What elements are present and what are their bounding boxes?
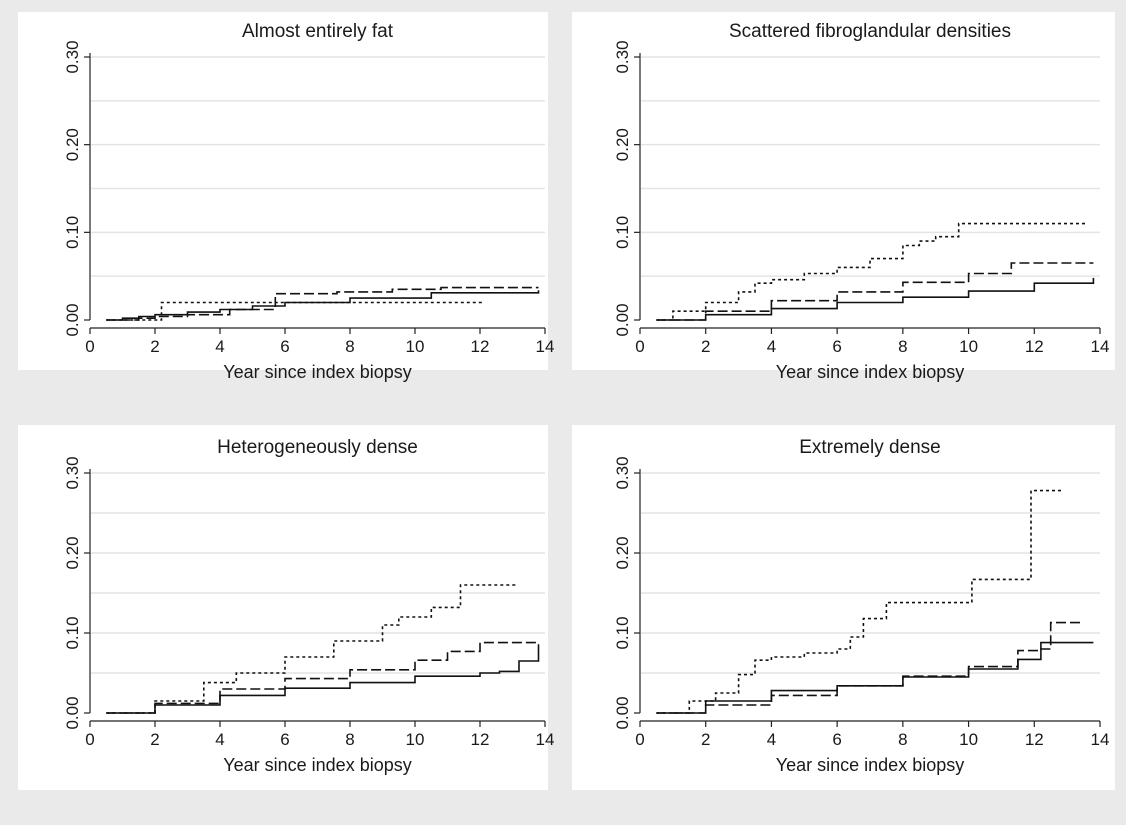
x-tick-label: 0 xyxy=(635,337,644,356)
chart-panel-2: 0.00 0.10 0.20 0.30 0 2 4 6 8 10 12 14 Scattered fib… xyxy=(572,12,1115,382)
series-line-dotted xyxy=(656,222,1087,321)
x-tick-label: 2 xyxy=(701,730,710,749)
x-tick-label: 14 xyxy=(536,337,555,356)
x-tick-label: 14 xyxy=(536,730,555,749)
y-tick-label: 0.10 xyxy=(63,616,82,649)
y-tick-label: 0.20 xyxy=(63,128,82,161)
series-line-solid xyxy=(656,277,1095,321)
x-tick-label: 4 xyxy=(767,730,776,749)
y-tick-label: 0.30 xyxy=(63,456,82,489)
y-tick-label: 0.10 xyxy=(613,216,632,249)
y-tick-label: 0.10 xyxy=(613,616,632,649)
panel-background xyxy=(572,425,1115,790)
series-line-dotted xyxy=(106,301,484,321)
x-tick-label: 6 xyxy=(280,337,289,356)
series-line-dotted xyxy=(656,489,1064,714)
x-tick-label: 14 xyxy=(1091,337,1110,356)
x-tick-label: 12 xyxy=(471,730,490,749)
x-tick-label: 12 xyxy=(471,337,490,356)
x-axis-label: Year since index biopsy xyxy=(223,755,411,775)
x-axis-label: Year since index biopsy xyxy=(776,755,964,775)
x-tick-label: 10 xyxy=(959,730,978,749)
panel-title: Heterogeneously dense xyxy=(217,437,418,458)
x-tick-label: 2 xyxy=(150,337,159,356)
x-tick-label: 0 xyxy=(85,730,94,749)
y-tick-label: 0.00 xyxy=(63,696,82,729)
x-tick-label: 4 xyxy=(767,337,776,356)
panel-title: Almost entirely fat xyxy=(242,21,394,42)
x-tick-label: 6 xyxy=(832,337,841,356)
y-tick-label: 0.30 xyxy=(613,456,632,489)
x-axis-label: Year since index biopsy xyxy=(776,362,964,382)
y-tick-label: 0.30 xyxy=(613,40,632,73)
series-line-solid xyxy=(106,644,540,714)
series-line-solid xyxy=(656,641,1094,714)
x-tick-label: 6 xyxy=(832,730,841,749)
y-tick-label: 0.00 xyxy=(613,303,632,336)
panel-background xyxy=(572,12,1115,370)
panel-background xyxy=(18,12,548,370)
x-tick-label: 0 xyxy=(635,730,644,749)
y-tick-label: 0.30 xyxy=(63,40,82,73)
chart-panel-1: 0.00 0.10 0.20 0.30 0 2 4 6 8 10 12 14 Almost entire… xyxy=(18,12,554,382)
x-tick-label: 0 xyxy=(85,337,94,356)
chart-panel-3: 0.00 0.10 0.20 0.30 0 2 4 6 8 10 12 14 Heterogeneous… xyxy=(18,425,554,790)
y-tick-label: 0.00 xyxy=(63,303,82,336)
y-tick-label: 0.20 xyxy=(613,536,632,569)
x-tick-label: 2 xyxy=(150,730,159,749)
x-tick-label: 10 xyxy=(406,337,425,356)
x-tick-label: 12 xyxy=(1025,337,1044,356)
series-line-dashed xyxy=(106,641,539,714)
x-tick-label: 12 xyxy=(1025,730,1044,749)
series-line-dashed xyxy=(106,286,539,321)
x-tick-label: 8 xyxy=(898,730,907,749)
x-tick-label: 8 xyxy=(345,337,354,356)
x-axis-label: Year since index biopsy xyxy=(223,362,411,382)
x-tick-label: 14 xyxy=(1091,730,1110,749)
x-tick-label: 8 xyxy=(345,730,354,749)
panel-title: Extremely dense xyxy=(799,437,941,458)
y-tick-label: 0.10 xyxy=(63,216,82,249)
y-tick-label: 0.20 xyxy=(613,128,632,161)
y-tick-label: 0.20 xyxy=(63,536,82,569)
series-line-dashed xyxy=(656,262,1094,321)
panel-title: Scattered fibroglandular densities xyxy=(729,21,1011,42)
x-tick-label: 10 xyxy=(959,337,978,356)
series-line-dashed xyxy=(656,621,1081,714)
x-tick-label: 2 xyxy=(701,337,710,356)
x-tick-label: 10 xyxy=(406,730,425,749)
x-tick-label: 4 xyxy=(215,337,224,356)
chart-panel-4: 0.00 0.10 0.20 0.30 0 2 4 6 8 10 12 14 Extremely den… xyxy=(572,425,1115,790)
y-tick-label: 0.00 xyxy=(613,696,632,729)
series-line-dotted xyxy=(106,584,516,714)
x-tick-label: 6 xyxy=(280,730,289,749)
x-tick-label: 4 xyxy=(215,730,224,749)
x-tick-label: 8 xyxy=(898,337,907,356)
